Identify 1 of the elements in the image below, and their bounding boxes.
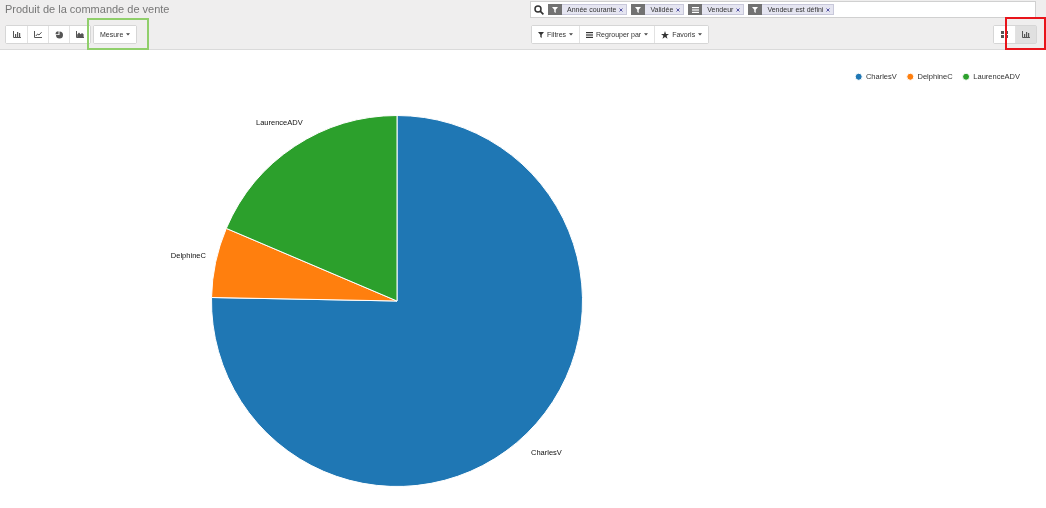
chart-title: Produit de la commande de vente bbox=[5, 3, 170, 16]
